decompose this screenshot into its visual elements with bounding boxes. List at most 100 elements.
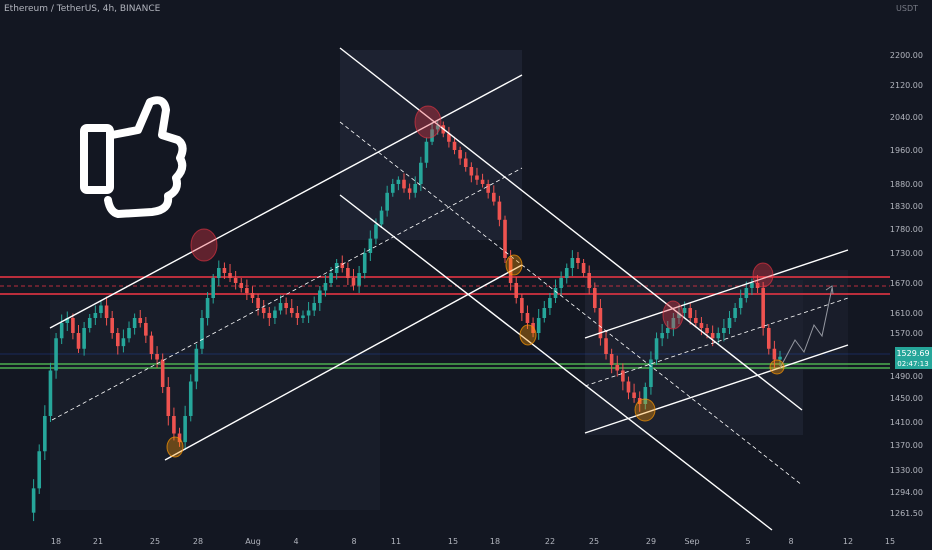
price-tick-label: 2120.00 [890, 81, 923, 90]
candle-body [413, 184, 418, 193]
axis-unit: USDT [896, 4, 918, 13]
candle-body [278, 303, 283, 311]
bottom-marker-2 [505, 254, 523, 276]
candle-body [716, 333, 721, 339]
candle-body [766, 328, 771, 349]
candle-body [93, 313, 98, 318]
falling-channel-bottom[interactable] [339, 194, 773, 531]
candle-body [284, 303, 288, 308]
rising-channel-bottom[interactable] [164, 264, 523, 461]
candle-body [660, 333, 664, 339]
candle-body [43, 416, 47, 452]
candle-body [233, 278, 238, 283]
candle-body [71, 318, 75, 333]
candle-body [329, 273, 333, 283]
candle-body [722, 328, 726, 333]
candle-body [503, 219, 507, 258]
candle-body [76, 333, 81, 349]
projection-path[interactable] [779, 287, 833, 369]
candle-body [463, 158, 468, 167]
candle-body [727, 318, 732, 328]
price-tick-label: 1730.00 [890, 249, 923, 258]
bottom-marker-1 [166, 436, 184, 458]
time-tick-label: 29 [646, 537, 656, 546]
candle-body [323, 283, 328, 291]
candle-body [256, 298, 260, 308]
candle-body [542, 308, 547, 318]
candle-body [205, 298, 210, 318]
candle-body [374, 224, 378, 239]
bottom-marker-4 [634, 398, 656, 422]
channel-shade-4 [585, 270, 848, 370]
candle-body [738, 298, 743, 308]
candle-body [469, 167, 474, 176]
price-tick-label: 1370.00 [890, 441, 923, 450]
candle-body [99, 305, 103, 313]
bottom-marker-3 [519, 324, 537, 346]
candle-body [346, 268, 350, 278]
candle-body [396, 179, 401, 184]
candle-body [475, 175, 479, 180]
candle-body [643, 387, 648, 404]
time-tick-label: 28 [193, 537, 203, 546]
channel-shade-2 [50, 300, 380, 510]
candle-body [553, 288, 558, 298]
candle-body [458, 150, 462, 159]
time-tick-label: 4 [293, 537, 298, 546]
candle-body [654, 338, 659, 360]
candle-body [564, 268, 569, 278]
candles [31, 119, 782, 522]
candle-body [172, 416, 176, 434]
candle-body [407, 188, 412, 193]
candle-body [609, 354, 614, 365]
candle-body [110, 318, 114, 333]
candle-body [649, 359, 653, 387]
candle-body [520, 298, 524, 313]
candle-body [177, 433, 182, 443]
new-channel-mid[interactable] [584, 297, 849, 387]
price-tick-label: 2040.00 [890, 113, 923, 122]
time-axis[interactable]: 18 21 25 28 Aug 4 8 11 15 18 22 25 29 Sep 5 8 12 15 [51, 537, 895, 546]
price-axis[interactable]: 2200.00 2120.00 2040.00 1960.00 1880.00 1830.… [890, 51, 923, 518]
candle-body [267, 313, 272, 318]
candle-body [733, 308, 737, 318]
chart-title: Ethereum / TetherUS, 4h, BINANCE [4, 4, 161, 14]
candle-body [183, 416, 187, 443]
candle-body [677, 313, 681, 318]
price-tick-label: 1780.00 [890, 225, 923, 234]
candle-body [217, 268, 221, 278]
new-channel-top[interactable] [584, 249, 849, 339]
top-marker-3 [662, 300, 684, 330]
price-tick-label: 2200.00 [890, 51, 923, 60]
rising-channel-mid[interactable] [51, 167, 523, 421]
candle-body [536, 318, 541, 333]
candle-body [127, 328, 131, 339]
falling-channel-top[interactable] [339, 47, 803, 411]
candle-body [65, 318, 70, 323]
candle-body [194, 348, 199, 382]
candle-body [548, 298, 552, 308]
price-tick-label: 1330.00 [890, 466, 923, 475]
time-tick-label: 8 [351, 537, 356, 546]
candle-body [334, 263, 339, 273]
candle-body [402, 179, 406, 189]
candle-body [710, 333, 715, 339]
price-tick-label: 1450.00 [890, 394, 923, 403]
candle-body [87, 318, 92, 328]
candle-body [306, 310, 311, 316]
candle-body [273, 310, 277, 318]
candle-body [155, 354, 159, 360]
candle-body [497, 201, 502, 220]
rising-channel-top[interactable] [49, 74, 523, 329]
top-marker-4 [752, 262, 774, 288]
candle-body [261, 308, 266, 313]
candle-body [491, 192, 496, 202]
candle-body [318, 290, 322, 303]
candle-body [211, 278, 215, 298]
candle-body [301, 315, 305, 318]
channel-shade-1 [340, 50, 522, 240]
new-channel-bottom[interactable] [584, 344, 849, 434]
candle-body [581, 263, 586, 273]
candle-body [486, 184, 490, 193]
